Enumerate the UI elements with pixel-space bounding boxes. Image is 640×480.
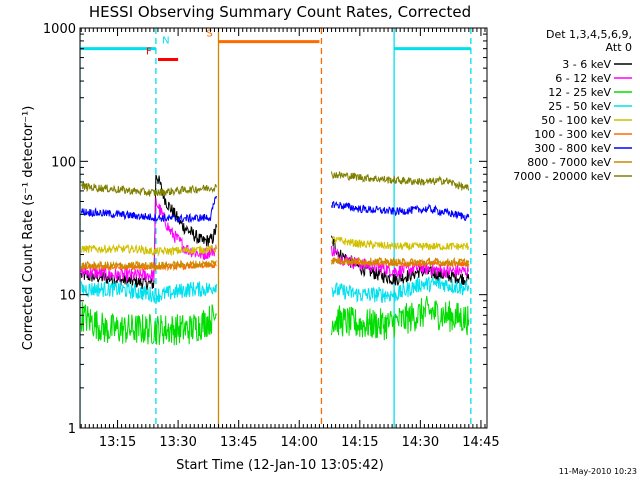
legend-label-2: 12 - 25 keV bbox=[548, 86, 611, 99]
x-tick-label: 14:15 bbox=[341, 435, 378, 450]
x-axis-label: Start Time (12-Jan-10 13:05:42) bbox=[176, 458, 384, 473]
x-tick-label: 13:15 bbox=[99, 435, 136, 450]
legend-label-7: 800 - 7000 keV bbox=[527, 156, 611, 169]
series-line-2-0 bbox=[80, 302, 217, 346]
plot-frame bbox=[79, 27, 488, 429]
series-line-4-1 bbox=[331, 235, 470, 251]
series-line-8-0 bbox=[81, 182, 217, 197]
x-tick-label: 14:45 bbox=[462, 435, 499, 450]
y-tick-label: 1 bbox=[68, 422, 76, 437]
legend-title: Det 1,3,4,5,6,9, bbox=[546, 28, 632, 41]
series-line-4-0 bbox=[81, 243, 217, 257]
y-tick-label: 1000 bbox=[43, 22, 76, 37]
y-axis-label: Corrected Count Rate (s⁻¹ detector⁻¹) bbox=[21, 106, 36, 351]
legend-label-0: 3 - 6 keV bbox=[562, 58, 611, 71]
legend-label-6: 300 - 800 keV bbox=[534, 142, 611, 155]
legend-label-5: 100 - 300 keV bbox=[534, 128, 611, 141]
y-tick-label: 10 bbox=[59, 289, 76, 304]
series-line-7-1 bbox=[331, 256, 470, 268]
series-line-6-0 bbox=[80, 195, 217, 224]
legend-label-1: 6 - 12 keV bbox=[555, 72, 611, 85]
flag-label-n: N bbox=[162, 36, 169, 47]
flag-label-s: S bbox=[206, 29, 212, 40]
legend-label-4: 50 - 100 keV bbox=[541, 114, 611, 127]
legend-label-3: 25 - 50 keV bbox=[548, 100, 611, 113]
series-line-7-0 bbox=[80, 259, 217, 271]
series-line-2-1 bbox=[331, 295, 470, 341]
x-tick-label: 14:30 bbox=[402, 435, 439, 450]
x-tick-label: 14:00 bbox=[281, 435, 318, 450]
plot-area: NF S 13:15 13:30 13:45 14:00 14:15 14:30 14:45 1 1… bbox=[43, 22, 500, 450]
legend-subtitle: Att 0 bbox=[606, 41, 632, 54]
chart-title: HESSI Observing Summary Count Rates, Cor… bbox=[89, 3, 471, 21]
y-tick-label: 100 bbox=[51, 155, 76, 170]
series-line-6-1 bbox=[331, 201, 470, 222]
x-tick-label: 13:30 bbox=[159, 435, 196, 450]
legend-label-8: 7000 - 20000 keV bbox=[513, 170, 611, 183]
x-tick-label: 13:45 bbox=[220, 435, 257, 450]
timestamp-footer: 11-May-2010 10:23 bbox=[559, 467, 637, 476]
series-line-3-0 bbox=[80, 281, 217, 303]
series-line-3-1 bbox=[331, 276, 470, 304]
series-line-8-1 bbox=[331, 171, 470, 192]
flag-label-f: F bbox=[146, 47, 152, 58]
series-line-1-0 bbox=[80, 197, 217, 282]
